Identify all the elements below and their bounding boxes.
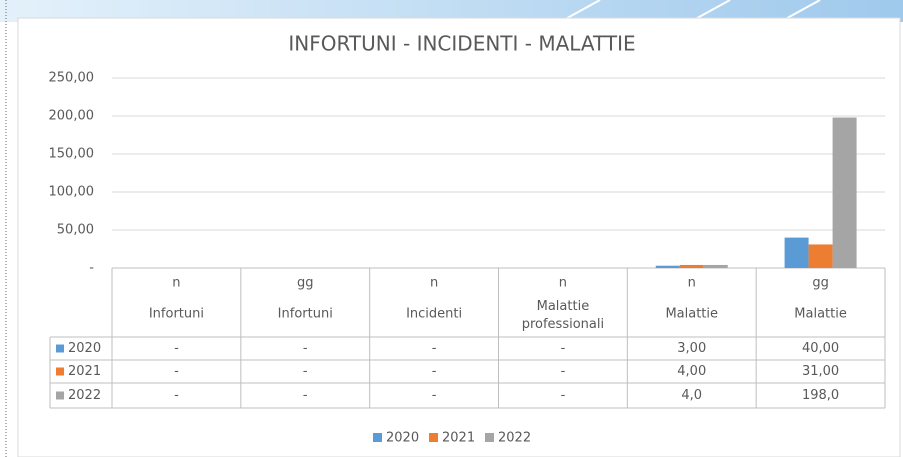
data-label: - <box>303 388 308 403</box>
chart-title: INFORTUNI - INCIDENTI - MALATTIE <box>288 32 635 56</box>
y-tick-label: - <box>89 261 94 276</box>
data-label: 4,0 <box>681 388 702 403</box>
data-label: - <box>432 341 437 356</box>
chart-area <box>17 17 901 457</box>
row-label: 2021 <box>68 364 101 379</box>
data-label: 4,00 <box>677 364 706 379</box>
header-band <box>0 0 903 22</box>
data-label: - <box>561 388 566 403</box>
legend-key <box>373 433 382 442</box>
legend-key <box>56 391 64 400</box>
x-tick-label: gg <box>297 276 314 291</box>
row-label: 2020 <box>68 341 101 356</box>
data-label: 40,00 <box>802 341 839 356</box>
legend-key <box>56 367 64 376</box>
legend-label: 2021 <box>442 431 475 446</box>
legend-label: 2020 <box>386 431 419 446</box>
bar <box>832 117 857 269</box>
x-tick-label: Malattie professionali <box>522 299 604 332</box>
x-tick-label: Infortuni <box>278 307 333 322</box>
bar <box>655 265 680 268</box>
x-tick-label: gg <box>812 276 829 291</box>
data-label: - <box>303 341 308 356</box>
legend-key <box>429 433 438 442</box>
x-tick-label: n <box>559 276 567 291</box>
data-label: - <box>432 364 437 379</box>
y-tick-label: 200,00 <box>49 109 95 124</box>
bar <box>703 264 728 268</box>
data-label: - <box>561 364 566 379</box>
y-tick-label: 150,00 <box>49 147 95 162</box>
x-tick-label: Infortuni <box>149 307 204 322</box>
x-tick-label: Incidenti <box>406 307 462 322</box>
x-tick-label: Malattie <box>665 307 718 322</box>
x-tick-label: Malattie <box>794 307 847 322</box>
y-tick-label: 250,00 <box>49 71 95 86</box>
data-label: 31,00 <box>802 364 839 379</box>
x-tick-label: n <box>430 276 438 291</box>
legend-key <box>485 433 494 442</box>
data-label: 198,0 <box>802 388 839 403</box>
y-tick-label: 50,00 <box>57 223 94 238</box>
bar <box>808 244 833 268</box>
x-tick-label: n <box>172 276 180 291</box>
data-label: - <box>303 364 308 379</box>
row-label: 2022 <box>68 388 101 403</box>
x-tick-label: n <box>688 276 696 291</box>
data-label: - <box>561 341 566 356</box>
legend-label: 2022 <box>498 431 531 446</box>
bar <box>679 264 704 268</box>
y-tick-label: 100,00 <box>49 185 95 200</box>
data-label: 3,00 <box>677 341 706 356</box>
legend-key <box>56 344 64 353</box>
data-label: - <box>432 388 437 403</box>
data-label: - <box>174 388 179 403</box>
data-label: - <box>174 364 179 379</box>
data-label: - <box>174 341 179 356</box>
bar <box>784 237 809 268</box>
